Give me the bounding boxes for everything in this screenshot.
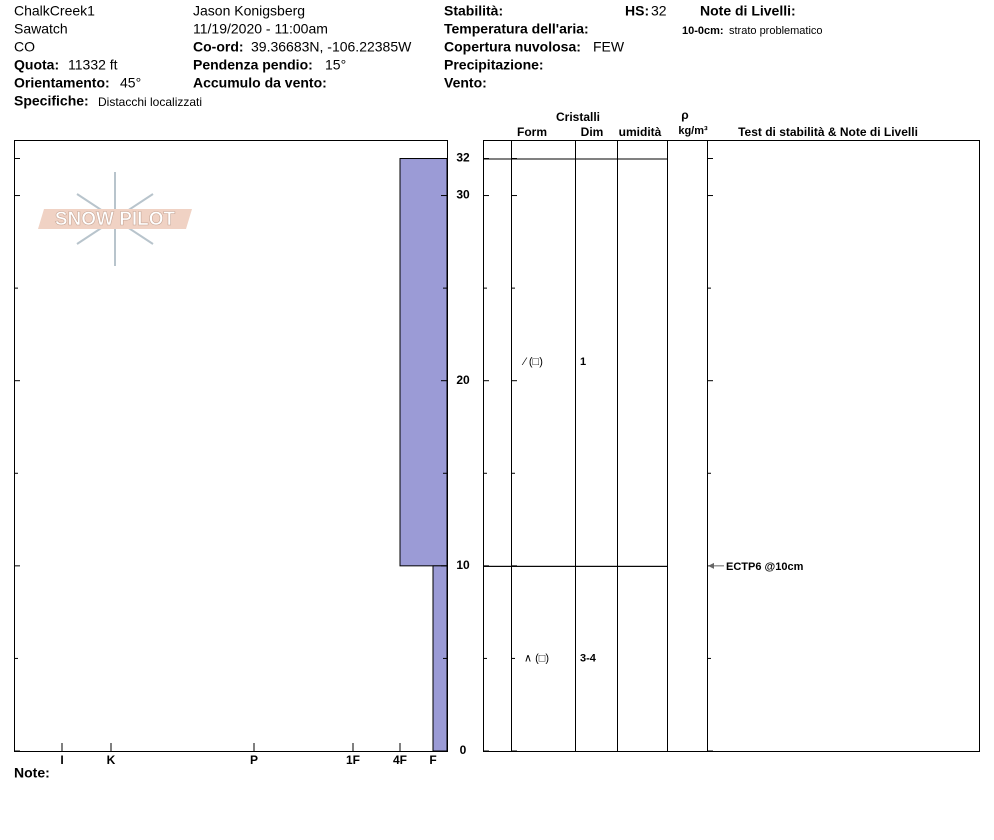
layer-note-text: strato problematico (729, 25, 823, 37)
y-tick-label: 32 (456, 151, 470, 165)
coords-label: Co-ord: (193, 39, 244, 55)
coords-value: 39.36683N, -106.22385W (251, 39, 412, 55)
y-tick-label: 20 (456, 373, 470, 387)
wind-label: Vento: (444, 75, 487, 91)
crystals-header: Cristalli (556, 110, 600, 124)
hs-label: HS: (625, 3, 649, 19)
y-tick-label: 10 (456, 558, 470, 572)
size-header: Dim (581, 125, 604, 139)
x-tick-label: 1F (346, 753, 360, 767)
layer-note-range: 10-0cm: (682, 25, 724, 37)
x-tick-label: F (429, 753, 436, 767)
layer-notes-label: Note di Livelli: (700, 3, 796, 19)
crystal-form: ⁄ (□) (521, 356, 543, 368)
wind-loading-label: Accumulo da vento: (193, 75, 327, 91)
density-unit-header: kg/m³ (678, 125, 708, 137)
datetime: 11/19/2020 - 11:00am (193, 21, 328, 37)
crystal-size: 1 (580, 356, 586, 368)
logo (38, 172, 192, 266)
range: Sawatch (14, 21, 68, 37)
moisture-header: umidità (619, 125, 662, 139)
column-lines (511, 140, 708, 751)
air-temp-label: Temperatura dell'aria: (444, 21, 589, 37)
x-tick-label: I (60, 753, 63, 767)
specifics-value: Distacchi localizzati (98, 95, 202, 109)
x-tick-label: 4F (393, 753, 407, 767)
hardness-bar (399, 158, 448, 567)
notes-header: Test di stabilità & Note di Livelli (738, 125, 918, 139)
slope-value: 15° (325, 57, 346, 73)
specifics-label: Specifiche: (14, 93, 89, 109)
logo-text: SNOW PILOT (55, 209, 176, 230)
hs-value: 32 (651, 3, 667, 19)
stability-label: Stabilità: (444, 3, 503, 19)
form-header: Form (517, 125, 547, 139)
crystal-form: ∧ (□) (524, 652, 549, 664)
state: CO (14, 39, 35, 55)
y-tick-label: 0 (460, 743, 467, 757)
cloud-label: Copertura nuvolosa: (444, 39, 581, 55)
x-tick-label: K (107, 753, 116, 767)
elevation-value: 11332 ft (68, 57, 118, 73)
test-label: ECTP6 @10cm (726, 561, 804, 573)
cloud-value: FEW (593, 39, 625, 55)
density-header: ρ (681, 108, 688, 122)
hardness-plot-frame (14, 140, 448, 752)
layer-table-frame (483, 140, 980, 752)
slope-label: Pendenza pendio: (193, 57, 313, 73)
precip-label: Precipitazione: (444, 57, 544, 73)
aspect-value: 45° (120, 75, 141, 91)
aspect-label: Orientamento: (14, 75, 110, 91)
test-arrowhead (708, 562, 714, 569)
crystal-size: 3-4 (580, 652, 597, 664)
observer: Jason Konigsberg (193, 3, 305, 19)
location-name: ChalkCreek1 (14, 3, 95, 19)
notes-label: Note: (14, 765, 50, 781)
x-tick-label: P (250, 753, 258, 767)
y-tick-label: 30 (456, 188, 470, 202)
elevation-label: Quota: (14, 57, 59, 73)
